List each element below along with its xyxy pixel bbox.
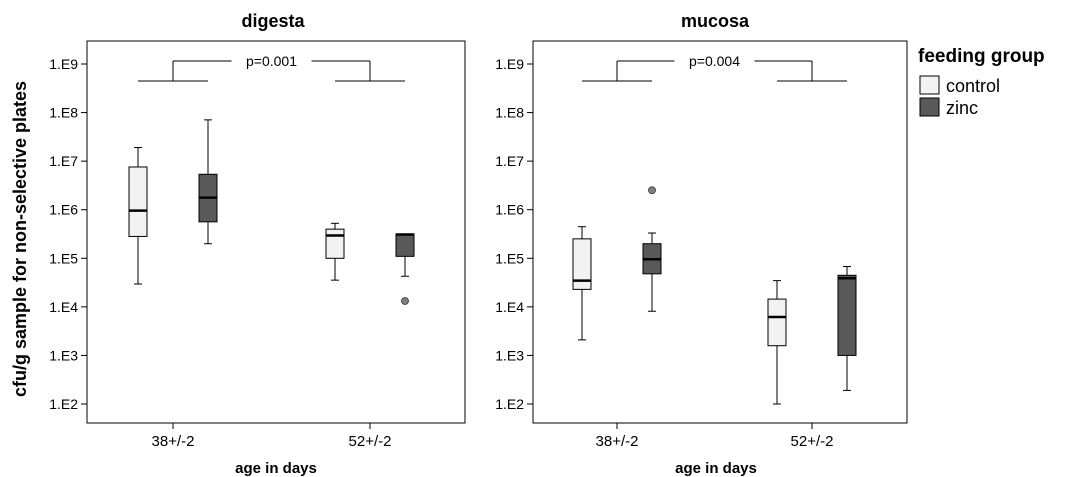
x-tick-label: 38+/-2 <box>152 433 195 450</box>
y-tick-label: 1.E9 <box>49 56 78 72</box>
y-tick-label: 1.E2 <box>49 396 78 412</box>
y-tick-label: 1.E4 <box>495 299 524 315</box>
legend-title: feeding group <box>918 46 1045 67</box>
legend-label-control: control <box>946 76 1000 96</box>
y-tick-label: 1.E7 <box>49 153 78 169</box>
panel-title: mucosa <box>681 11 750 31</box>
y-tick-label: 1.E4 <box>49 299 78 315</box>
outlier-point <box>401 297 409 305</box>
plot-frame <box>86 40 466 424</box>
y-tick-label: 1.E8 <box>495 105 524 121</box>
y-axis-label: cfu/g sample for non-selective plates <box>10 81 30 397</box>
y-tick-label: 1.E9 <box>495 56 524 72</box>
x-tick-label: 52+/-2 <box>349 433 392 450</box>
y-tick-label: 1.E7 <box>495 153 524 169</box>
x-tick-label: 52+/-2 <box>791 433 834 450</box>
box-control <box>767 298 787 347</box>
y-tick-label: 1.E3 <box>49 347 78 363</box>
plot-frame <box>532 40 908 424</box>
box-control <box>128 166 148 237</box>
box-zinc <box>837 274 857 356</box>
y-tick-label: 1.E6 <box>49 202 78 218</box>
y-tick-label: 1.E8 <box>49 105 78 121</box>
legend: feeding group control zinc <box>918 46 1045 118</box>
y-tick-label: 1.E6 <box>495 202 524 218</box>
legend-swatch-zinc <box>919 97 940 117</box>
box-zinc <box>395 233 415 257</box>
x-tick-label: 38+/-2 <box>596 433 639 450</box>
outlier-point <box>648 186 656 195</box>
legend-swatch-control <box>919 75 940 95</box>
y-tick-label: 1.E5 <box>49 250 78 266</box>
panel-title: digesta <box>241 11 305 31</box>
y-tick-label: 1.E5 <box>495 250 524 266</box>
x-axis-label: age in days <box>235 460 317 477</box>
legend-label-zinc: zinc <box>946 98 978 118</box>
y-tick-label: 1.E3 <box>495 347 524 363</box>
x-axis-label: age in days <box>675 460 757 477</box>
box-control <box>572 238 592 290</box>
panel-digesta: digesta 1.E2 1.E3 1.E4 1.E5 1.E6 1.E7 1.E8 1.E9… <box>49 11 466 477</box>
p-value-label: p=0.001 <box>246 53 297 69</box>
box-control <box>325 228 345 259</box>
panel-mucosa: mucosa 1.E2 1.E3 1.E4 1.E5 1.E6 1.E7 1.E8 1.E9 3… <box>495 11 908 477</box>
y-tick-label: 1.E2 <box>495 396 524 412</box>
p-value-label: p=0.004 <box>689 53 740 69</box>
